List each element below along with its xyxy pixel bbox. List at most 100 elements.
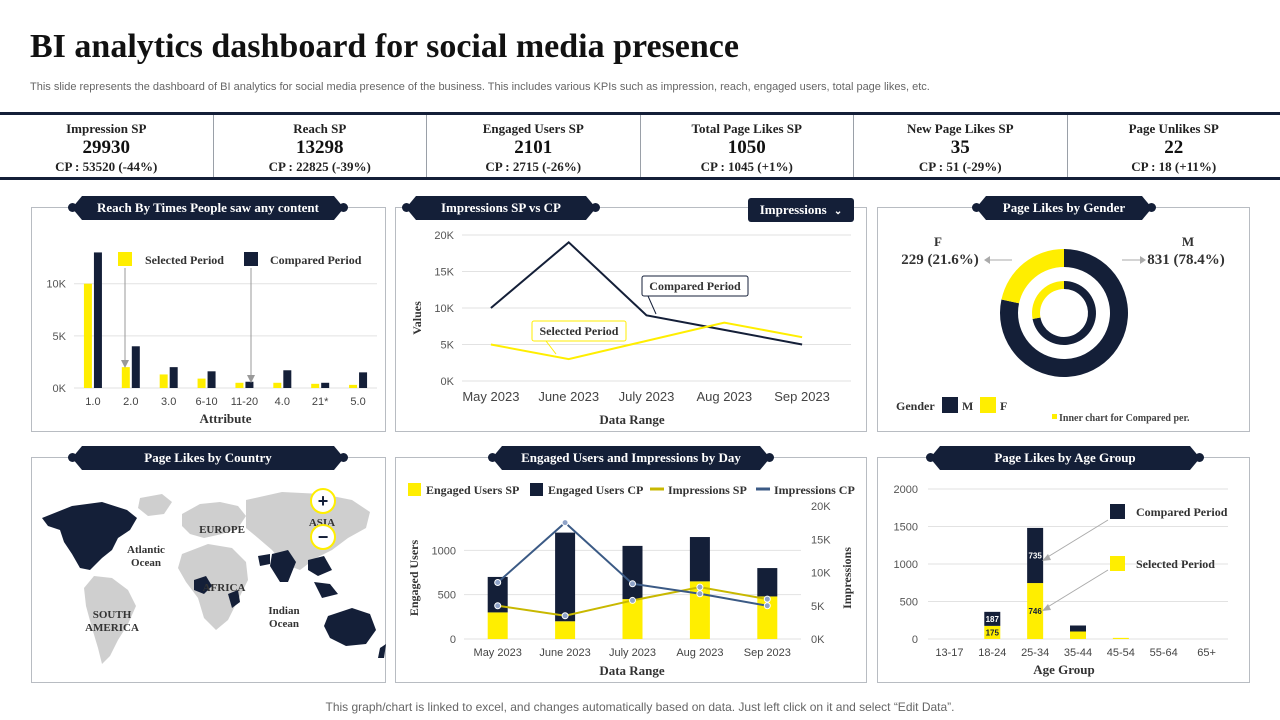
dropdown-label: Impressions [759,202,827,217]
world-map: EUROPEASIAAtlanticOceanAFRICASOUTHAMERIC… [42,492,386,664]
x-tick-label: July 2023 [619,389,675,404]
y2-axis-label: Impressions [840,547,854,609]
y-tick-label: 10K [46,279,66,291]
title-dot [1195,453,1204,462]
bar-compared [984,611,1001,626]
map-label: SOUTH [93,609,132,621]
line-selected [490,321,803,361]
bar-selected [311,383,320,388]
legend-swatch [408,483,421,496]
kpi-cp: CP : 1045 (+1%) [700,159,793,174]
map-label: Ocean [269,618,299,630]
africa-highlight-shape [194,576,212,594]
greenland-shape [138,494,172,516]
zoom-in-button[interactable]: + [310,488,336,514]
title-dot [402,203,411,212]
title-dot [68,203,77,212]
data-label-compared: 187 [986,615,1000,624]
bar-compared [283,370,292,388]
kpi-total-page-likes: Total Page Likes SP 1050 CP : 1045 (+1%) [641,115,854,177]
callout-label: Selected Period [540,324,619,338]
x-tick-label: 18-24 [978,647,1006,659]
asia-highlight-shape [258,554,270,566]
y-tick-label: 500 [438,590,456,602]
line-point [763,602,771,610]
panel-title-text: Reach By Times People saw any content [97,200,319,215]
country-panel: Page Likes by Country EUROPE ASIA Atlantic [31,457,386,683]
bar-selected [984,625,1001,639]
x-tick-label: 25-34 [1021,647,1049,659]
x-axis-label: Attribute [200,411,252,426]
kpi-value: 1050 [727,137,766,158]
north-america-shape [42,502,137,570]
kpi-cp: CP : 18 (+11%) [1131,159,1217,174]
x-tick-label: May 2023 [462,389,519,404]
x-tick-label: 3.0 [161,396,176,408]
kpi-cp: CP : 53520 (-44%) [55,159,158,174]
y-tick-label: 20K [434,230,454,242]
x-tick-label: 65+ [1197,647,1216,659]
callout-box-selected [531,320,627,342]
map-labels: EUROPEASIAAtlanticOceanAFRICASOUTHAMERIC… [85,517,335,634]
y-tick-label: 2000 [894,484,918,496]
kpi-label: Reach SP [293,121,347,136]
line-point [494,602,502,610]
asia-highlight-shape [308,556,332,576]
kpi-value: 29930 [82,137,131,158]
y-tick-label: 1000 [432,545,456,557]
line-point [494,578,502,586]
y-tick-label: 10K [434,303,454,315]
gender-panel: Page Likes by Gender F 229 (21.6%) M 831 (7… [877,207,1250,432]
y-tick-label: 1500 [894,522,918,534]
gender-panel-title: Page Likes by Gender [976,196,1152,220]
x-tick-label: May 2023 [474,647,522,659]
panel-title-text: Page Likes by Gender [1002,200,1126,215]
bar-engaged-cp [487,576,508,613]
x-tick-label: 2.0 [123,396,138,408]
panel-title-text: Engaged Users and Impressions by Day [521,450,741,465]
plus-icon: + [317,491,329,511]
bar-compared [131,346,140,388]
bar-compared [1027,527,1044,584]
minus-icon: − [317,527,329,547]
panel-title-text: Impressions SP vs CP [440,200,562,215]
title-dot [972,203,981,212]
australia-shape [324,608,376,646]
continents [42,492,386,664]
bar-engaged-sp [555,621,576,639]
x-tick-label: 45-54 [1107,647,1135,659]
map-label: Atlantic [127,544,165,556]
legend-label: Compared Period [1136,505,1228,519]
title-dot [591,203,600,212]
line-point [561,612,569,620]
inner-chart-note: Inner chart for Compared per. [1059,413,1190,424]
bar-selected [121,367,130,388]
gender-value-f: 229 (21.6%) [901,252,979,268]
zoom-out-button[interactable]: − [310,524,336,550]
x-tick-label: 21* [312,396,329,408]
impressions-dropdown[interactable]: Impressions ⌄ [748,198,854,222]
note-swatch [1052,414,1057,419]
bar-compared [93,252,102,388]
engaged-chart: 0 500 1000 0K 5K 10K 15K 20K May 2023 June 2023 Ju… [407,483,855,678]
bar-compared [359,372,368,388]
x-tick-label: June 2023 [539,647,590,659]
x-tick-label: Aug 2023 [676,647,723,659]
y-tick-label: 0K [441,376,455,388]
kpi-label: Total Page Likes SP [691,121,802,136]
y-tick-label: 5K [441,340,455,352]
asia-highlight-shape [314,582,338,598]
bar-engaged-sp [487,612,508,639]
kpi-new-page-likes: New Page Likes SP 35 CP : 51 (-29%) [854,115,1068,177]
chevron-down-icon: ⌄ [833,206,843,217]
panel-title-text: Page Likes by Age Group [994,450,1136,465]
pointer-arrow [1042,554,1051,561]
legend-swatch-f [980,397,996,413]
x-tick-label: 6-10 [196,396,218,408]
kpi-cp: CP : 51 (-29%) [918,159,1002,174]
asia-highlight-shape [270,550,296,582]
y-tick-label: 500 [900,597,918,609]
legend-swatch-selected [118,252,132,266]
bar-compared [321,382,330,388]
page-subtitle: This slide represents the dashboard of B… [30,81,930,93]
